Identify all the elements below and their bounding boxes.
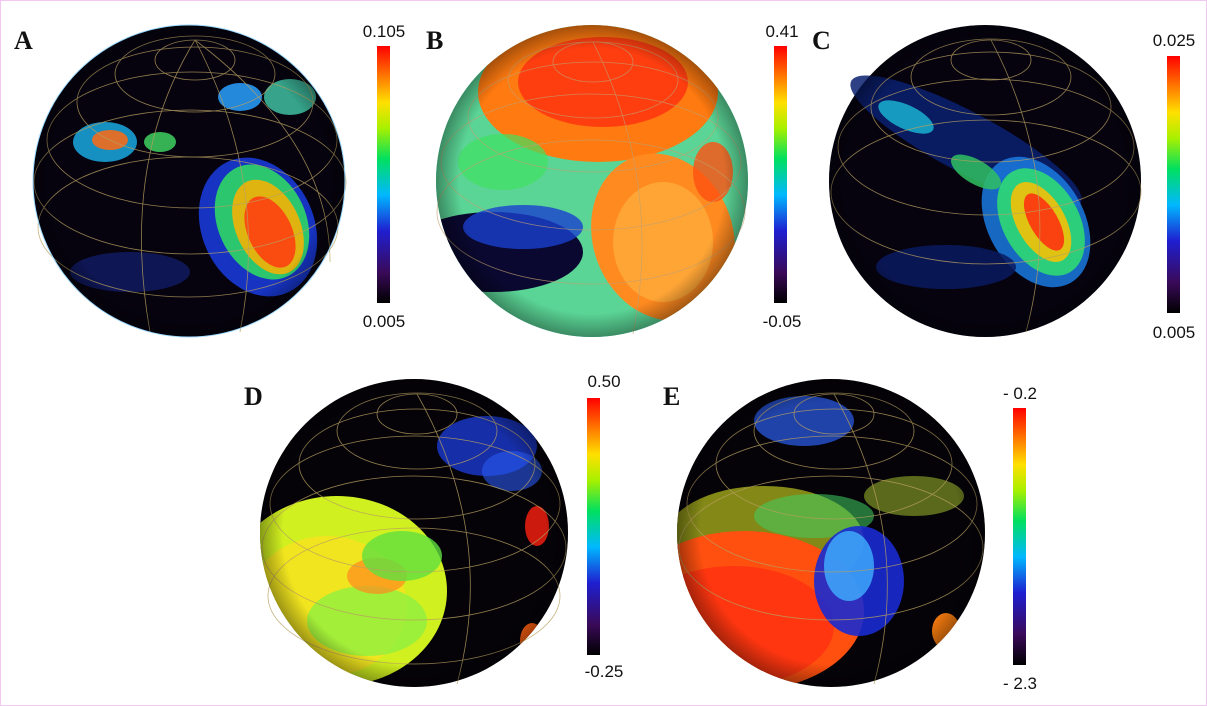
globe-map-d (260, 379, 568, 687)
globe-map-c (829, 25, 1142, 337)
globe-map-b (436, 25, 748, 337)
colorbar-max-e: - 0.2 (1002, 384, 1038, 403)
colorbar-b (774, 46, 787, 303)
colorbar-max-d: 0.50 (587, 372, 621, 391)
colorbar-min-b: -0.05 (762, 312, 802, 331)
colorbar-d (587, 398, 600, 655)
panel-label-b: B (426, 26, 444, 55)
globe-map-a (32, 24, 347, 338)
colorbar-max-b: 0.41 (765, 22, 799, 41)
colorbar-min-a: 0.005 (362, 312, 406, 331)
colorbar-max-a: 0.105 (362, 22, 406, 41)
colorbar-min-e: - 2.3 (1002, 674, 1038, 693)
colorbar-max-c: 0.025 (1152, 31, 1196, 50)
colorbar-c (1167, 56, 1180, 313)
globe-map-e (677, 379, 985, 687)
colorbar-a (377, 46, 390, 303)
colorbar-e (1013, 408, 1026, 665)
panel-label-a: A (14, 26, 33, 55)
panel-label-c: C (812, 26, 831, 55)
panel-label-d: D (244, 382, 263, 411)
colorbar-min-c: 0.005 (1152, 323, 1196, 342)
colorbar-min-d: -0.25 (584, 662, 624, 681)
panel-label-e: E (663, 382, 681, 411)
